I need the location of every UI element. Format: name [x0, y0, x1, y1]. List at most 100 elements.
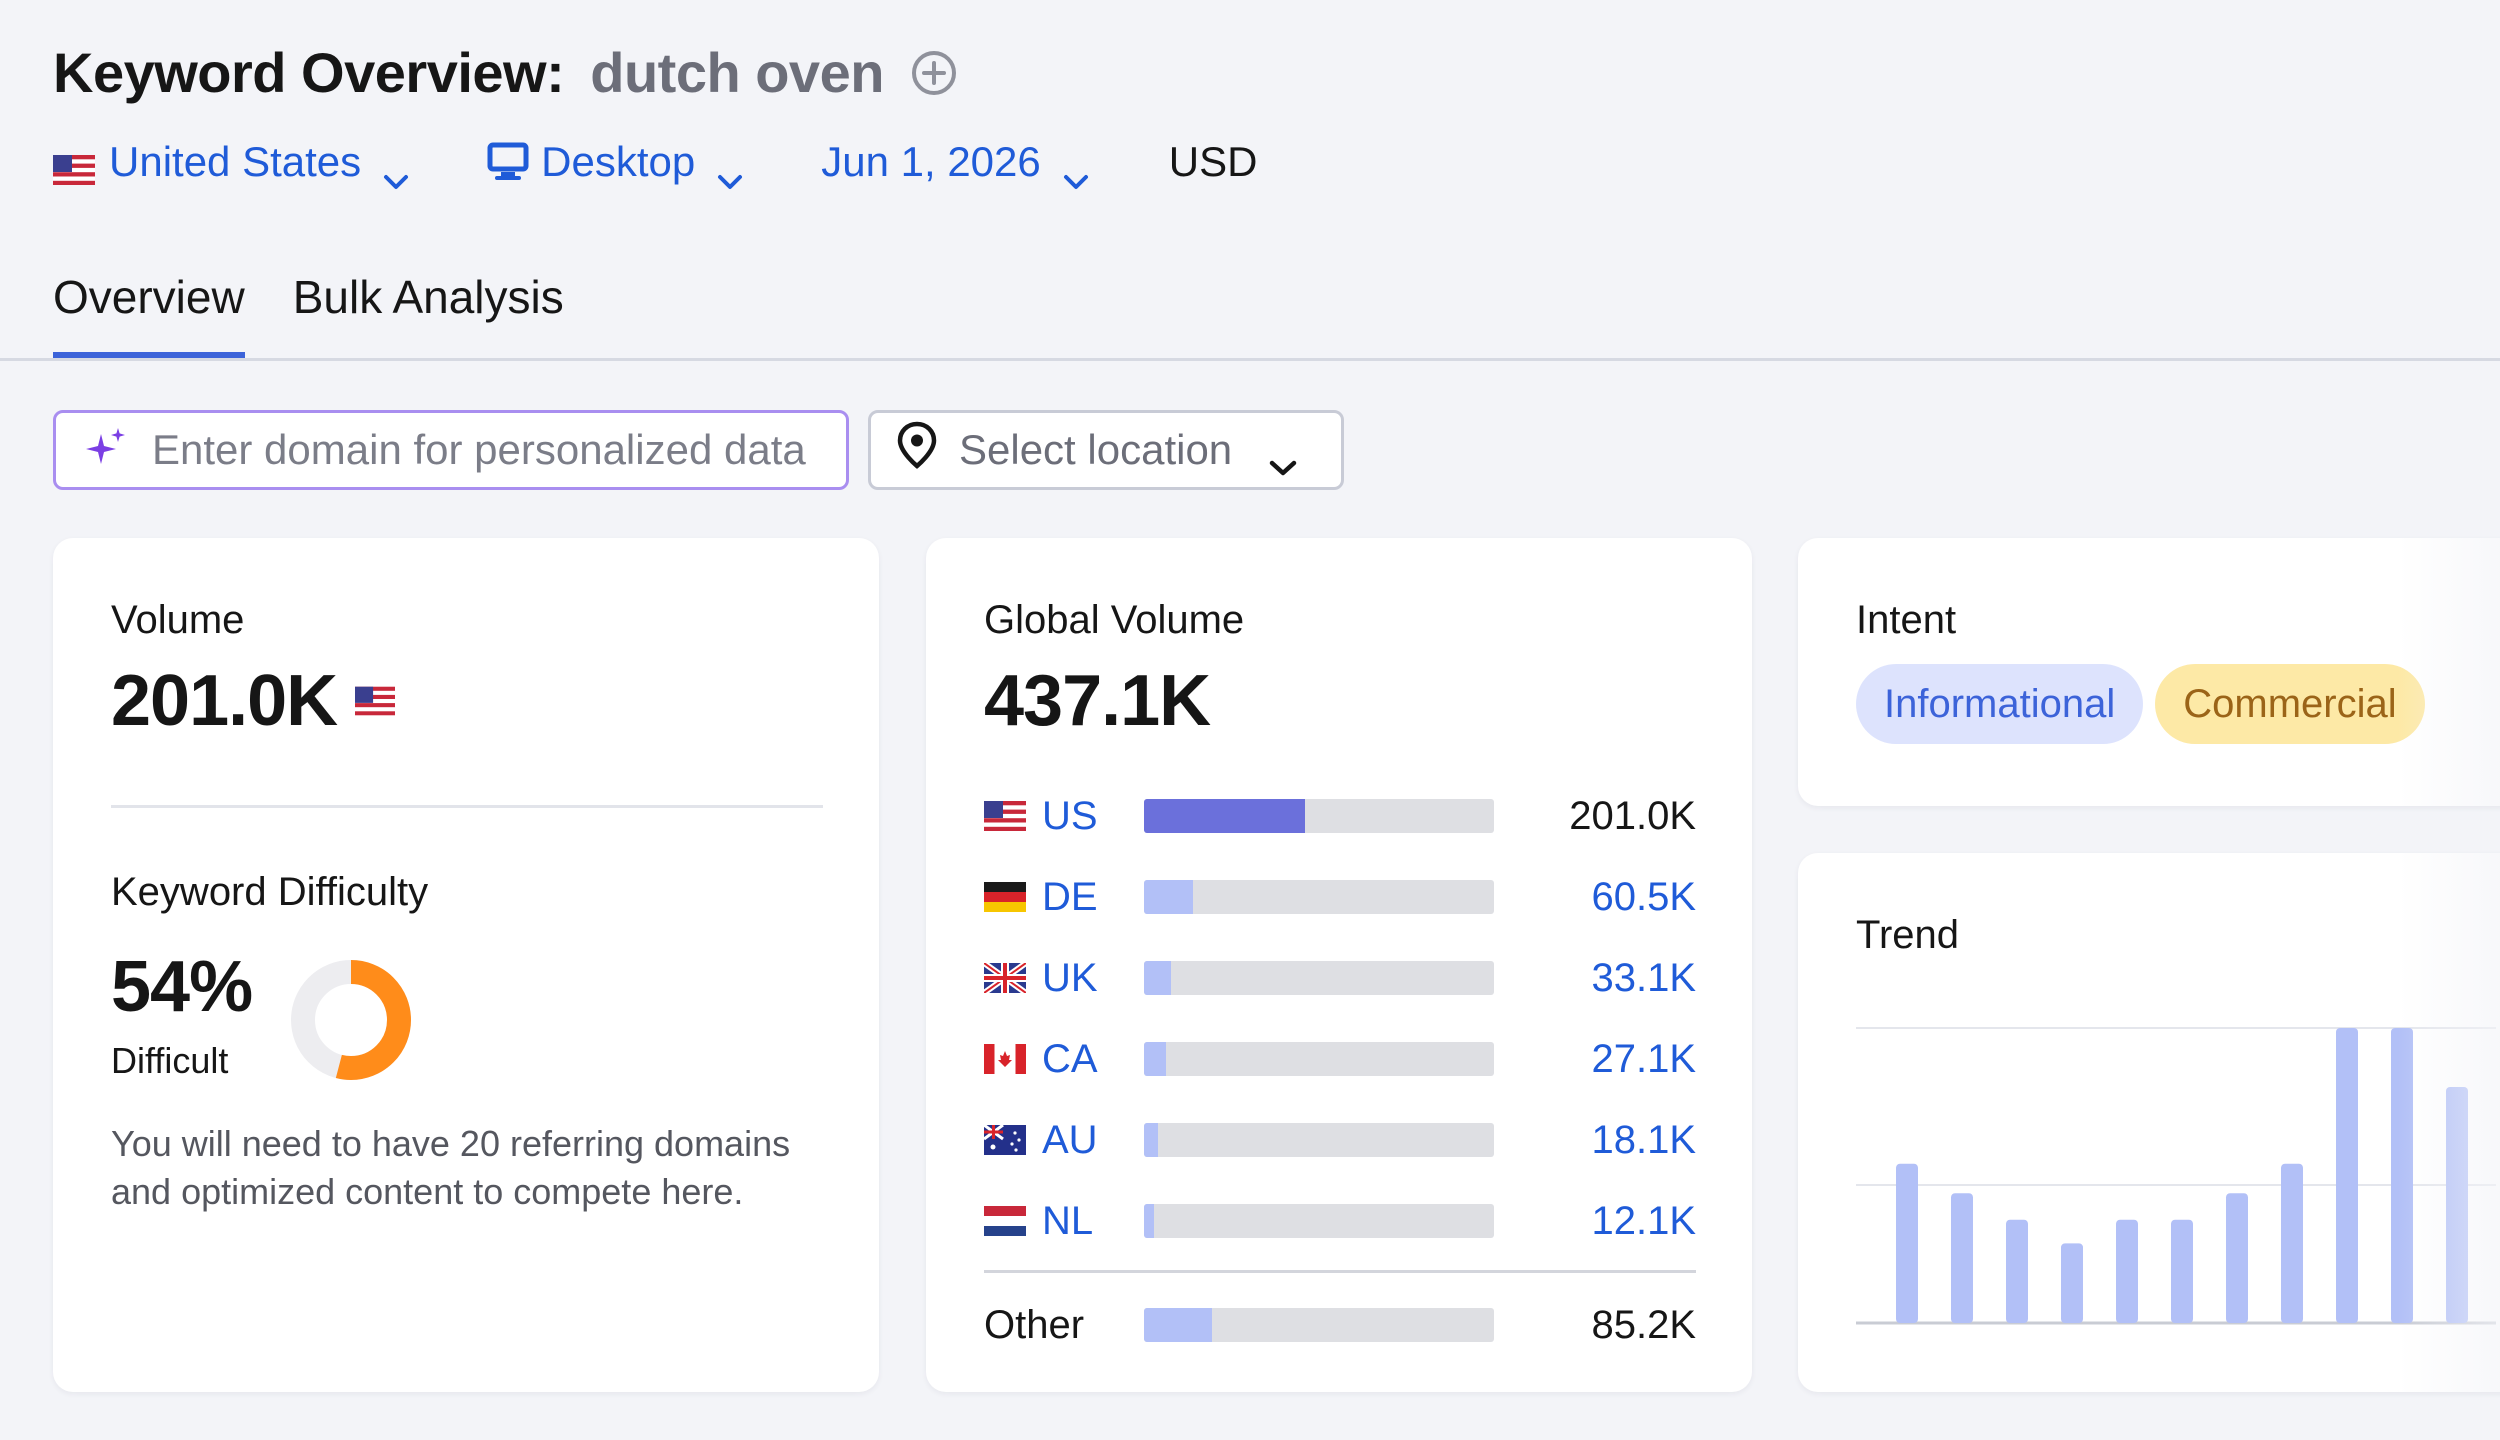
volume-bar-track	[1144, 1308, 1494, 1342]
device-filter[interactable]: Desktop	[487, 138, 743, 189]
filters-bar: United States Desktop Jun 1, 2026	[53, 138, 1258, 189]
difficulty-note: You will need to have 20 referring domai…	[111, 1123, 791, 1212]
domain-input[interactable]	[152, 426, 832, 474]
country-volume[interactable]: 27.1K	[1591, 1037, 1696, 1081]
country-row-ca[interactable]: CA 27.1K	[984, 1034, 1696, 1084]
volume-bar-fill	[1144, 1123, 1159, 1157]
country-code[interactable]: AU	[1042, 1118, 1098, 1162]
country-code[interactable]: NL	[1042, 1199, 1094, 1243]
global-volume-card: Global Volume 437.1K US 201.0K	[926, 538, 1752, 1392]
card-fade-overlay	[2398, 538, 2500, 806]
volume-bar-track	[1144, 1204, 1494, 1238]
country-volume[interactable]: 18.1K	[1591, 1118, 1696, 1162]
chevron-down-icon	[1268, 440, 1298, 476]
trend-bar[interactable]	[2061, 1243, 2083, 1323]
location-select[interactable]: Select location	[868, 410, 1344, 490]
tab-bar: Overview Bulk Analysis	[53, 270, 612, 359]
country-filter-label: United States	[109, 138, 362, 185]
trend-bar[interactable]	[2336, 1028, 2358, 1323]
global-volume-divider	[984, 1270, 1696, 1273]
volume-bar-fill	[1144, 880, 1193, 914]
chevron-down-icon	[383, 153, 409, 189]
trend-card: Trend	[1798, 853, 2500, 1392]
keyword-name: dutch oven	[590, 41, 884, 104]
other-volume: 85.2K	[1591, 1303, 1696, 1347]
volume-bar-track	[1144, 880, 1494, 914]
uk-flag-icon	[982, 960, 1028, 996]
country-row-au[interactable]: AU 18.1K	[983, 1115, 1696, 1165]
country-volume[interactable]: 12.1K	[1591, 1199, 1696, 1243]
tab-bulk-analysis[interactable]: Bulk Analysis	[292, 271, 564, 323]
country-volume: 201.0K	[1569, 794, 1696, 838]
country-row-de[interactable]: DE 60.5K	[984, 872, 1696, 922]
chevron-down-icon	[717, 153, 743, 189]
de-flag-icon	[984, 882, 1026, 912]
trend-bar[interactable]	[2281, 1163, 2303, 1323]
volume-bar-track	[1144, 1123, 1494, 1157]
difficulty-donut-chart	[291, 960, 411, 1080]
desktop-icon	[487, 142, 529, 182]
trend-bar[interactable]	[1896, 1163, 1918, 1323]
chevron-down-icon	[1063, 153, 1089, 189]
date-filter[interactable]: Jun 1, 2026	[821, 138, 1089, 189]
us-flag-icon	[355, 686, 396, 716]
au-flag-icon	[983, 1123, 1026, 1155]
country-row-nl[interactable]: NL 12.1K	[984, 1196, 1696, 1246]
trend-bar[interactable]	[2116, 1219, 2138, 1323]
trend-bar[interactable]	[1951, 1193, 1973, 1323]
volume-bar-fill	[1144, 1308, 1213, 1342]
volume-bar-fill	[1144, 799, 1305, 833]
us-flag-icon	[984, 801, 1026, 831]
trend-label: Trend	[1856, 913, 1960, 957]
trend-bar[interactable]	[2171, 1219, 2193, 1323]
country-code[interactable]: US	[1042, 794, 1098, 838]
volume-bar-track	[1144, 799, 1494, 833]
page-title: Keyword Overview:	[53, 41, 565, 104]
location-select-label: Select location	[959, 426, 1233, 473]
page-header: Keyword Overview: dutch oven	[53, 40, 958, 105]
intent-label: Intent	[1856, 598, 1957, 642]
tabs-divider	[0, 358, 2500, 361]
ca-flag-icon	[984, 1044, 1026, 1074]
date-filter-label: Jun 1, 2026	[821, 138, 1041, 185]
trend-bar[interactable]	[2006, 1219, 2028, 1323]
volume-value-row: 201.0K	[111, 660, 396, 742]
volume-value: 201.0K	[111, 661, 338, 741]
volume-label: Volume	[111, 598, 245, 642]
country-filter[interactable]: United States	[53, 138, 409, 189]
country-volume[interactable]: 60.5K	[1591, 875, 1696, 919]
us-flag-icon	[53, 147, 95, 185]
add-keyword-icon[interactable]	[910, 49, 958, 97]
sparkle-icon	[84, 426, 128, 475]
country-code[interactable]: UK	[1042, 956, 1098, 1000]
country-row-uk[interactable]: UK 33.1K	[982, 953, 1696, 1003]
volume-bar-fill	[1144, 961, 1171, 995]
trend-bar[interactable]	[2226, 1193, 2248, 1323]
tab-overview[interactable]: Overview	[53, 270, 245, 359]
intent-card: Intent Informational Commercial	[1798, 538, 2500, 806]
country-code[interactable]: CA	[1042, 1037, 1098, 1081]
country-row-other: Other 85.2K	[984, 1300, 1696, 1350]
volume-card: Volume 201.0K Keyword Difficulty 54% Dif…	[53, 538, 879, 1392]
intent-badge-informational[interactable]: Informational	[1856, 664, 2144, 744]
card-fade-overlay	[2398, 853, 2500, 1392]
device-filter-label: Desktop	[541, 138, 696, 185]
currency-label: USD	[1168, 138, 1258, 185]
location-pin-icon	[897, 421, 937, 479]
other-label: Other	[984, 1303, 1085, 1347]
global-volume-value: 437.1K	[984, 661, 1211, 741]
domain-input-wrapper	[53, 410, 849, 490]
global-volume-label: Global Volume	[984, 598, 1245, 642]
country-code[interactable]: DE	[1042, 875, 1098, 919]
volume-bar-fill	[1144, 1204, 1154, 1238]
volume-bar-track	[1144, 961, 1494, 995]
intent-badge-commercial[interactable]: Commercial	[2155, 664, 2425, 744]
country-row-us[interactable]: US 201.0K	[984, 791, 1696, 841]
volume-bar-track	[1144, 1042, 1494, 1076]
intent-badges: Informational Commercial	[1856, 664, 2425, 744]
difficulty-donut-arc	[291, 960, 411, 1080]
keyword-difficulty-level: Difficult	[111, 1040, 229, 1081]
volume-bar-fill	[1144, 1042, 1166, 1076]
country-volume[interactable]: 33.1K	[1591, 956, 1696, 1000]
